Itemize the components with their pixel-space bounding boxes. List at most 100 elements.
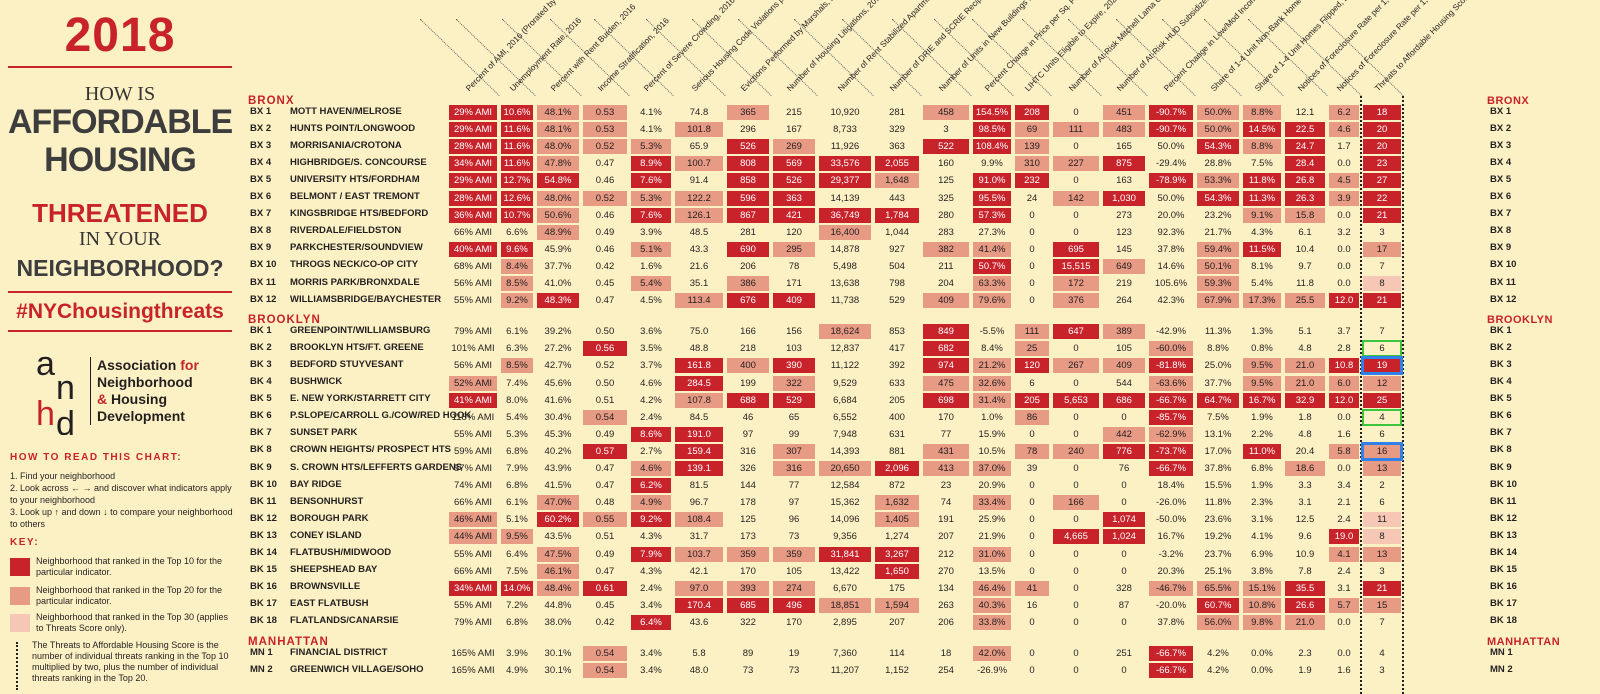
- district-name[interactable]: GREENPOINT/WILLIAMSBURG: [290, 324, 431, 336]
- data-cell: 322: [773, 375, 815, 391]
- district-name[interactable]: RIVERDALE/FIELDSTON: [290, 225, 402, 237]
- district-name[interactable]: MOTT HAVEN/MELROSE: [290, 105, 402, 117]
- district-name[interactable]: BUSHWICK: [290, 376, 343, 387]
- data-cell: 569: [773, 156, 815, 172]
- data-cell: 56% AMI: [453, 278, 493, 289]
- district-name[interactable]: KINGSBRIDGE HTS/BEDFORD: [290, 208, 429, 220]
- data-cell: 55% AMI: [453, 428, 493, 440]
- data-cell: 27: [1363, 173, 1401, 189]
- district-name[interactable]: SUNSET PARK: [290, 427, 358, 439]
- column-header[interactable]: Threats to Affordable Housing Score: [1372, 0, 1473, 94]
- district-name[interactable]: THROGS NECK/CO-OP CITY: [290, 259, 419, 271]
- data-cell: 496: [773, 597, 815, 613]
- data-cell: 1,152: [885, 665, 909, 677]
- data-cell: 5.1%: [631, 241, 671, 257]
- district-code-right: BX 8: [1490, 225, 1512, 237]
- data-cell: -60.0%: [1149, 341, 1193, 357]
- district-name[interactable]: E. NEW YORK/STARRETT CITY: [290, 393, 431, 405]
- data-cell: 57% AMI: [453, 463, 493, 474]
- district-name[interactable]: BEDFORD STUYVESANT: [290, 358, 404, 370]
- data-cell: -42.9%: [1155, 326, 1187, 338]
- data-cell: 8.4%: [501, 258, 533, 274]
- district-name[interactable]: S. CROWN HTS/LEFFERTS GARDENS: [290, 461, 463, 473]
- data-cell: 32.6%: [973, 375, 1011, 391]
- data-cell: 0.0%: [1251, 665, 1273, 677]
- district-code: BK 18: [250, 615, 277, 627]
- data-cell: 849: [923, 324, 969, 340]
- data-cell: 0: [1073, 480, 1079, 492]
- data-cell: 4.3%: [640, 531, 662, 543]
- data-cell: 54.3%: [1197, 139, 1239, 155]
- district-name[interactable]: PARKCHESTER/SOUNDVIEW: [290, 242, 423, 254]
- column-header[interactable]: Percent of Severe Crowding, 2016: [641, 0, 737, 94]
- data-cell: 25: [1363, 392, 1401, 408]
- data-cell: 114: [889, 648, 905, 659]
- title-line-3: HOUSING: [44, 141, 197, 179]
- district-code: BX 2: [250, 122, 272, 134]
- district-name[interactable]: CONEY ISLAND: [290, 529, 362, 541]
- data-cell: 2.8: [1337, 343, 1351, 355]
- data-cell: 310: [1015, 156, 1049, 172]
- data-cell: 0.0: [1337, 463, 1351, 474]
- data-cell: 283: [938, 226, 954, 238]
- data-cell: 40.3%: [973, 597, 1011, 613]
- data-cell: 45.9%: [544, 243, 572, 255]
- howto-step-2: 2. Look across ← → and discover what ind…: [10, 483, 232, 505]
- data-cell: 74% AMI: [453, 480, 493, 492]
- district-name[interactable]: BAY RIDGE: [290, 478, 342, 490]
- district-name[interactable]: SHEEPSHEAD BAY: [290, 564, 378, 576]
- data-cell: 529: [773, 392, 815, 408]
- district-name[interactable]: BROOKLYN HTS/FT. GREENE: [290, 341, 424, 353]
- district-name[interactable]: BENSONHURST: [290, 495, 364, 507]
- district-name[interactable]: GREENWICH VILLAGE/SOHO: [290, 663, 424, 675]
- district-name[interactable]: HUNTS POINT/LONGWOOD: [290, 122, 416, 134]
- district-name[interactable]: UNIVERSITY HTS/FORDHAM: [290, 173, 420, 185]
- data-cell: 108.4: [675, 512, 723, 528]
- district-name[interactable]: EAST FLATBUSH: [290, 598, 369, 610]
- district-name[interactable]: BOROUGH PARK: [290, 512, 369, 524]
- district-name[interactable]: CROWN HEIGHTS/ PROSPECT HTS: [290, 444, 451, 456]
- district-name[interactable]: WILLIAMSBRIDGE/BAYCHESTER: [290, 293, 442, 305]
- data-cell: 8.1%: [1251, 260, 1273, 272]
- data-cell: 329: [889, 124, 905, 136]
- district-code-right: BK 18: [1490, 615, 1517, 627]
- district-name[interactable]: BROWNSVILLE: [290, 581, 361, 593]
- district-name[interactable]: FINANCIAL DISTRICT: [290, 646, 388, 658]
- district-name[interactable]: MORRIS PARK/BRONXDALE: [290, 276, 420, 288]
- data-cell: 28.4: [1285, 156, 1325, 172]
- data-cell: 26.6: [1285, 597, 1325, 613]
- data-cell: 12.6%: [501, 190, 533, 206]
- data-cell: 3.1: [1298, 497, 1312, 509]
- data-cell: 30.4%: [544, 411, 572, 423]
- data-cell: 2.4%: [640, 582, 662, 594]
- key-top10: Neighborhood that ranked in the Top 10 f…: [10, 556, 235, 586]
- data-cell: 205: [1015, 392, 1049, 408]
- district-name[interactable]: P.SLOPE/CARROLL G./COW/RED HOOK: [290, 410, 472, 422]
- data-cell: 160: [938, 158, 954, 170]
- data-cell: 33.8%: [973, 614, 1011, 630]
- district-name[interactable]: FLATLANDS/CANARSIE: [290, 615, 399, 627]
- data-cell: 40% AMI: [449, 241, 497, 257]
- data-cell: 0: [1073, 599, 1079, 611]
- data-cell: 5.3%: [631, 139, 671, 155]
- data-cell: 9.6%: [501, 241, 533, 257]
- district-name[interactable]: FLATBUSH/MIDWOOD: [290, 547, 392, 558]
- howto-step-3: 3. Look up ↑ and down ↓ to compare your …: [10, 507, 233, 529]
- hashtag[interactable]: #NYChousingthreats: [16, 300, 224, 323]
- data-cell: 76: [1118, 463, 1130, 474]
- data-cell: 0.46: [595, 175, 615, 187]
- district-name[interactable]: BELMONT / EAST TREMONT: [290, 191, 420, 202]
- data-cell: 631: [889, 428, 905, 440]
- data-cell: 0: [1073, 175, 1079, 187]
- district-code: BK 1: [250, 324, 272, 336]
- data-cell: 0: [1073, 548, 1079, 560]
- data-cell: 208: [1015, 105, 1049, 120]
- data-cell: 6,670: [833, 582, 857, 594]
- district-name[interactable]: MORRISANIA/CROTONA: [290, 139, 402, 151]
- data-cell: 11.8%: [1204, 497, 1232, 509]
- data-cell: 4.6%: [640, 377, 662, 389]
- data-cell: 232: [1015, 173, 1049, 189]
- data-cell: 87: [1118, 599, 1130, 611]
- district-code: BK 7: [250, 427, 272, 439]
- district-name[interactable]: HIGHBRIDGE/S. CONCOURSE: [290, 156, 427, 168]
